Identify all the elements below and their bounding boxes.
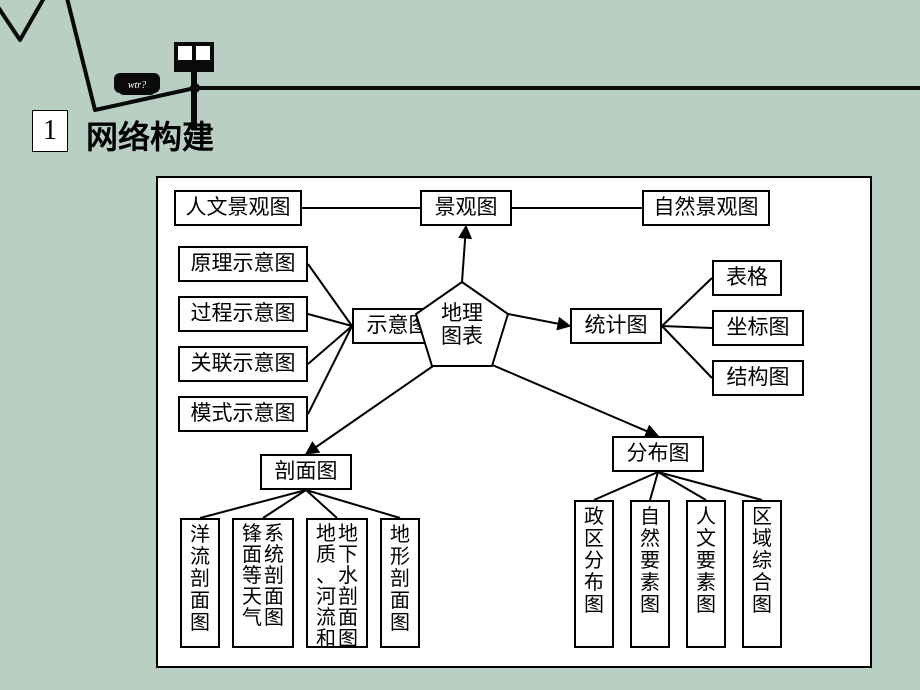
node-poumian: 剖面图 — [260, 454, 352, 490]
vnode-yangliu: 洋流剖面图 — [180, 518, 220, 648]
node-ziran_jg: 自然景观图 — [642, 190, 770, 226]
node-guocheng: 过程示意图 — [178, 296, 308, 332]
vnode-dizhi: 地质、河流和地下水剖面图 — [306, 518, 368, 648]
node-guanlian: 关联示意图 — [178, 346, 308, 382]
node-zuobiao: 坐标图 — [712, 310, 804, 346]
vnode-fengmian: 锋面等天气系统剖面图 — [232, 518, 294, 648]
vnode-dixing: 地形剖面图 — [380, 518, 420, 648]
node-yuanli: 原理示意图 — [178, 246, 308, 282]
center-label: 地理图表 — [432, 302, 492, 348]
node-biaoge: 表格 — [712, 260, 782, 296]
section-title: 网络构建 — [86, 112, 214, 158]
node-jingguan: 景观图 — [420, 190, 512, 226]
node-fenbu: 分布图 — [612, 436, 704, 472]
vnode-quyuzh: 区域综合图 — [742, 500, 782, 648]
section-number: 1 — [32, 110, 68, 152]
node-jiegou: 结构图 — [712, 360, 804, 396]
vnode-zhengqu: 政区分布图 — [574, 500, 614, 648]
node-renwen_jg: 人文景观图 — [174, 190, 302, 226]
node-tongji: 统计图 — [570, 308, 662, 344]
vnode-renwenys: 人文要素图 — [686, 500, 726, 648]
page-root: wtr? 1 网络构建 景观图 人文景观图 自然景观图示意图 原理示意图过程示意图关联… — [0, 0, 920, 690]
node-shiyi: 示意图 — [352, 308, 444, 344]
node-moshi: 模式示意图 — [178, 396, 308, 432]
svg-text:wtr?: wtr? — [128, 80, 146, 91]
vnode-ziranys: 自然要素图 — [630, 500, 670, 648]
